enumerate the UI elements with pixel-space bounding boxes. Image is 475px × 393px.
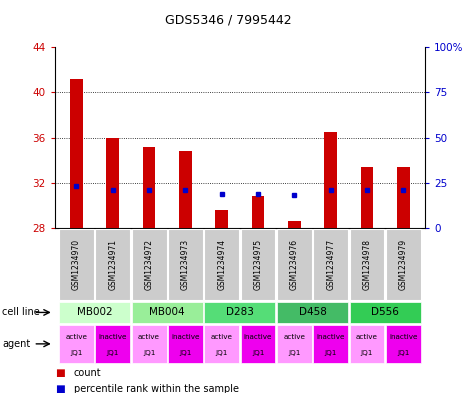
FancyBboxPatch shape	[204, 229, 239, 300]
Text: count: count	[74, 368, 101, 378]
FancyBboxPatch shape	[277, 301, 348, 323]
Text: inactive: inactive	[316, 334, 345, 340]
Text: MB002: MB002	[77, 307, 113, 318]
Text: GSM1234976: GSM1234976	[290, 239, 299, 290]
Bar	[70, 79, 83, 228]
FancyBboxPatch shape	[204, 301, 276, 323]
Bar	[361, 167, 373, 228]
FancyBboxPatch shape	[168, 325, 203, 363]
FancyBboxPatch shape	[350, 301, 421, 323]
Bar	[106, 138, 119, 228]
Text: JQ1: JQ1	[397, 349, 409, 356]
FancyBboxPatch shape	[168, 229, 203, 300]
FancyBboxPatch shape	[350, 325, 384, 363]
Text: JQ1: JQ1	[252, 349, 264, 356]
FancyBboxPatch shape	[241, 229, 276, 300]
FancyBboxPatch shape	[277, 325, 312, 363]
Text: JQ1: JQ1	[179, 349, 191, 356]
FancyBboxPatch shape	[59, 325, 94, 363]
Text: D283: D283	[226, 307, 254, 318]
Text: JQ1: JQ1	[216, 349, 228, 356]
FancyBboxPatch shape	[313, 229, 348, 300]
Text: GSM1234978: GSM1234978	[362, 239, 371, 290]
Text: active: active	[284, 334, 305, 340]
Text: GSM1234973: GSM1234973	[181, 239, 190, 290]
FancyBboxPatch shape	[132, 301, 203, 323]
Bar	[179, 151, 192, 228]
Bar	[288, 221, 301, 228]
Text: JQ1: JQ1	[361, 349, 373, 356]
Text: GDS5346 / 7995442: GDS5346 / 7995442	[165, 14, 291, 27]
Text: GSM1234970: GSM1234970	[72, 239, 81, 290]
Text: inactive: inactive	[244, 334, 272, 340]
FancyBboxPatch shape	[132, 229, 167, 300]
FancyBboxPatch shape	[95, 325, 130, 363]
Text: active: active	[138, 334, 160, 340]
FancyBboxPatch shape	[59, 229, 94, 300]
Text: inactive: inactive	[389, 334, 418, 340]
Text: percentile rank within the sample: percentile rank within the sample	[74, 384, 238, 393]
Text: active: active	[211, 334, 233, 340]
Text: active: active	[356, 334, 378, 340]
Bar	[324, 132, 337, 228]
Text: inactive: inactive	[171, 334, 200, 340]
Text: GSM1234971: GSM1234971	[108, 239, 117, 290]
FancyBboxPatch shape	[204, 325, 239, 363]
FancyBboxPatch shape	[59, 301, 130, 323]
Bar	[397, 167, 409, 228]
Text: JQ1: JQ1	[70, 349, 83, 356]
Text: GSM1234972: GSM1234972	[144, 239, 153, 290]
Text: GSM1234977: GSM1234977	[326, 239, 335, 290]
Text: MB004: MB004	[150, 307, 185, 318]
Text: GSM1234974: GSM1234974	[217, 239, 226, 290]
Text: D458: D458	[299, 307, 326, 318]
Text: JQ1: JQ1	[324, 349, 337, 356]
Bar	[142, 147, 155, 228]
FancyBboxPatch shape	[241, 325, 276, 363]
FancyBboxPatch shape	[277, 229, 312, 300]
FancyBboxPatch shape	[386, 325, 421, 363]
Text: active: active	[66, 334, 87, 340]
Text: JQ1: JQ1	[143, 349, 155, 356]
Text: JQ1: JQ1	[288, 349, 301, 356]
Text: agent: agent	[2, 339, 30, 349]
FancyBboxPatch shape	[386, 229, 421, 300]
FancyBboxPatch shape	[132, 325, 167, 363]
Bar	[215, 210, 228, 228]
Text: inactive: inactive	[98, 334, 127, 340]
Text: ■: ■	[55, 368, 65, 378]
Text: GSM1234975: GSM1234975	[254, 239, 263, 290]
FancyBboxPatch shape	[350, 229, 384, 300]
Text: ■: ■	[55, 384, 65, 393]
FancyBboxPatch shape	[313, 325, 348, 363]
Text: D556: D556	[371, 307, 399, 318]
Bar	[252, 196, 265, 228]
Text: JQ1: JQ1	[106, 349, 119, 356]
Text: GSM1234979: GSM1234979	[399, 239, 408, 290]
FancyBboxPatch shape	[95, 229, 130, 300]
Text: cell line: cell line	[2, 307, 40, 318]
